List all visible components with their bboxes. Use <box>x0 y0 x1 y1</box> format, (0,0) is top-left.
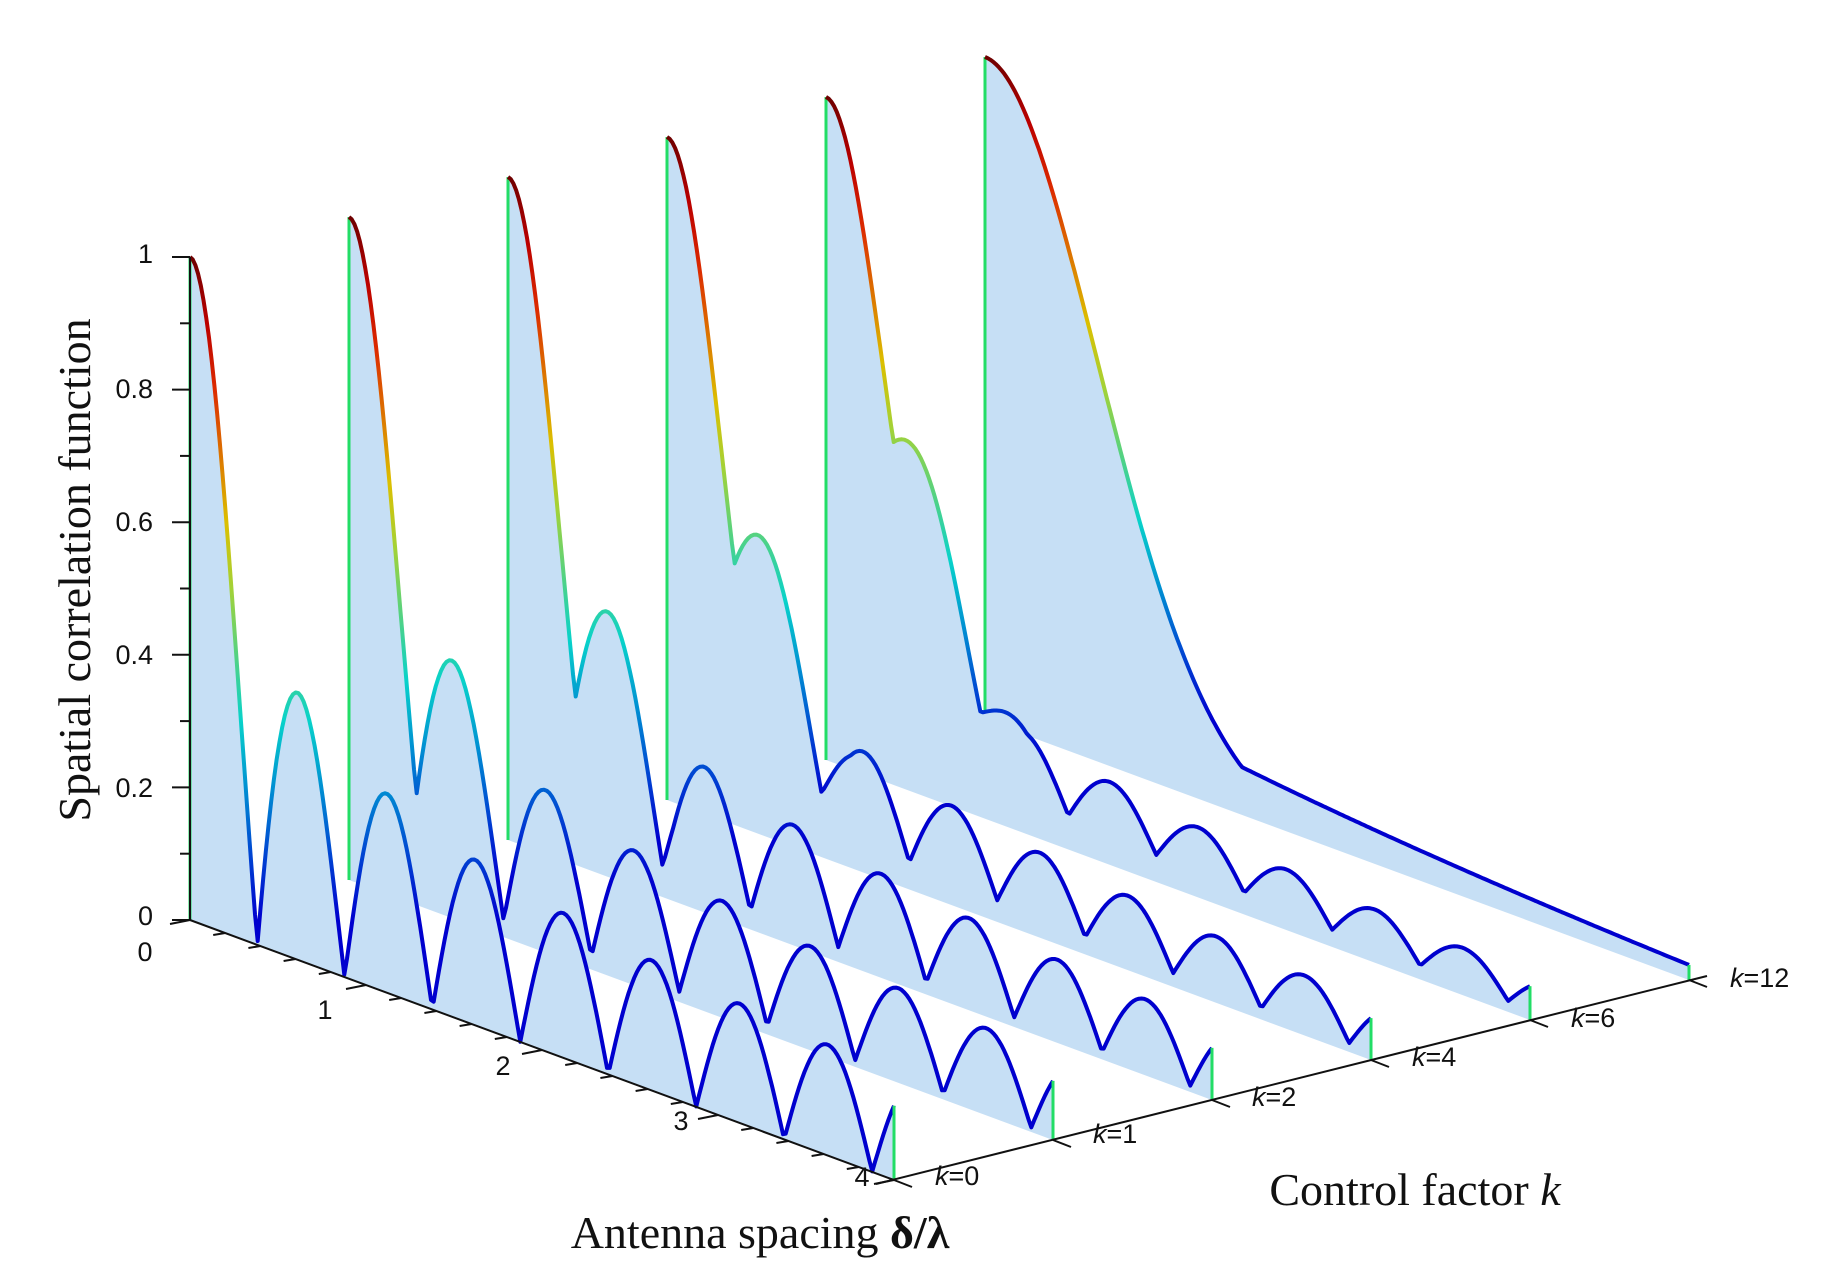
series-fill-k=2 <box>508 177 1212 1100</box>
x-tick-1.6 <box>459 1023 472 1027</box>
series-line-k=0 <box>188 255 896 1174</box>
x-tick-label-4: 4 <box>854 1162 869 1192</box>
k-axis-title: Control factor k <box>1269 1164 1562 1215</box>
k-label-2: k=2 <box>1252 1082 1296 1112</box>
k-label-1: k=1 <box>1093 1119 1137 1149</box>
x-tick-3.2 <box>741 1127 754 1131</box>
y-tick-label-3: 0.6 <box>115 507 153 537</box>
k-tick-0 <box>893 1179 913 1188</box>
series-line-k=1 <box>347 215 1055 1130</box>
k-label-3: k=4 <box>1412 1042 1456 1072</box>
series-k=6 <box>824 95 1532 1020</box>
series-curves <box>188 55 1691 1180</box>
y-axis-title: Spatial correlation function <box>49 318 100 821</box>
series-fill-k=6 <box>826 97 1530 1020</box>
x-tick-3.6 <box>811 1153 824 1157</box>
k-tick-4 <box>1529 1019 1549 1028</box>
x-tick-2.4 <box>600 1075 613 1079</box>
y-tick-label-2: 0.4 <box>115 640 153 670</box>
x-tick-3.4 <box>776 1140 789 1144</box>
k-tick-2 <box>1211 1099 1231 1108</box>
y-tick-label-4: 0.8 <box>115 374 153 404</box>
tick-marks <box>169 256 1708 1188</box>
x-tick-2.8 <box>670 1101 683 1105</box>
series-fill-k=12 <box>985 57 1689 980</box>
series-fill-k=4 <box>667 137 1371 1060</box>
k-label-0: k=0 <box>935 1161 979 1191</box>
series-fill-k=1 <box>349 217 1053 1140</box>
k-label-4: k=6 <box>1571 1003 1615 1033</box>
x-tick-0.2 <box>213 932 226 936</box>
y-tick-label-1: 0.2 <box>115 773 153 803</box>
series-line-k=6 <box>824 95 1531 1003</box>
y-tick-label-5: 1 <box>138 239 153 269</box>
x-tick-3.0 <box>697 1114 719 1120</box>
series-line-k=2 <box>506 175 1214 1088</box>
k-label-5: k=12 <box>1730 963 1789 993</box>
x-tick-label-3: 3 <box>673 1106 688 1136</box>
x-tick-label-2: 2 <box>495 1051 510 1081</box>
series-k=4 <box>665 135 1373 1060</box>
x-tick-0.6 <box>283 958 296 962</box>
x-tick-2.0 <box>521 1049 543 1055</box>
x-tick-2.6 <box>635 1088 648 1092</box>
x-tick-3.8 <box>846 1166 859 1170</box>
k-tick-3 <box>1370 1059 1390 1068</box>
x-tick-4.0 <box>873 1179 895 1185</box>
x-axis-title: Antenna spacing δ/λ <box>571 1207 950 1258</box>
x-tick-1.4 <box>424 1010 437 1014</box>
y-tick-label-0: 0 <box>138 901 153 931</box>
k-axis-line <box>875 975 1708 1185</box>
k-tick-5 <box>1688 979 1708 988</box>
x-tick-1.0 <box>345 984 367 990</box>
series-line-k=12 <box>984 55 1690 967</box>
x-tick-1.2 <box>389 997 402 1001</box>
k-tick-1 <box>1052 1139 1072 1148</box>
series-k=1 <box>347 215 1055 1140</box>
x-tick-label-0: 0 <box>137 937 152 967</box>
x-tick-0.8 <box>318 971 331 975</box>
x-tick-label-1: 1 <box>317 995 332 1025</box>
series-k=12 <box>983 55 1691 980</box>
x-tick-1.8 <box>494 1036 507 1040</box>
x-tick-0.4 <box>248 945 261 949</box>
series-line-k=4 <box>665 135 1373 1045</box>
x-tick-2.2 <box>565 1062 578 1066</box>
series-fill-k=0 <box>190 257 894 1180</box>
x-tick-0.0 <box>169 919 191 925</box>
series-k=2 <box>506 175 1214 1100</box>
